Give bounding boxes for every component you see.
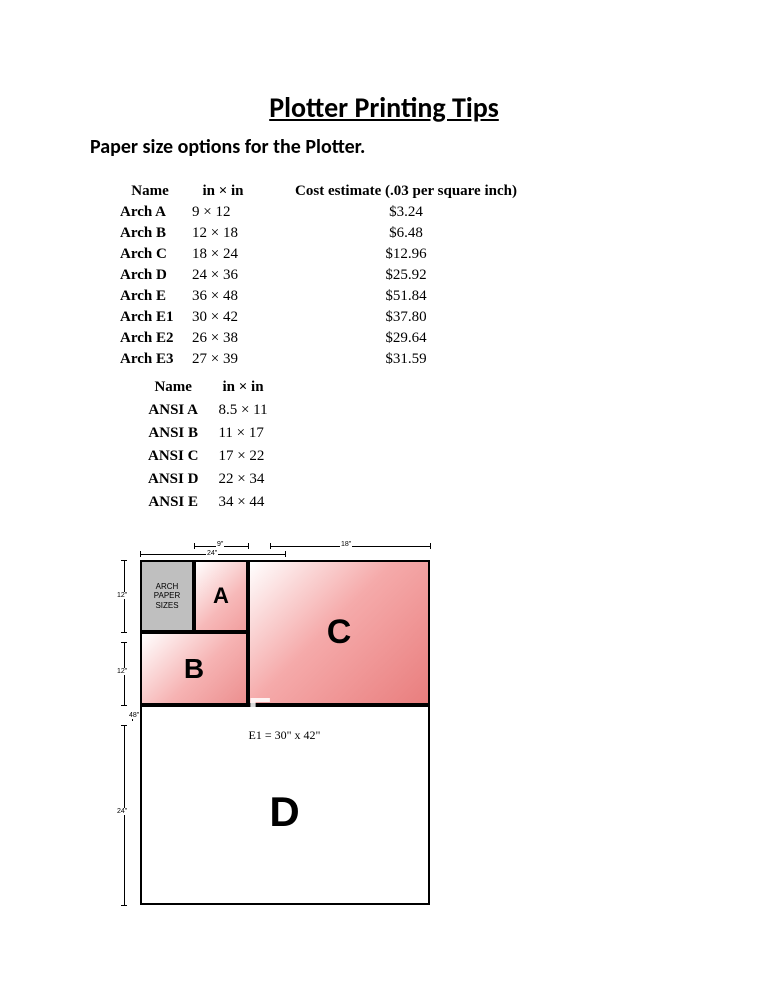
- label-line: ARCH: [156, 582, 179, 591]
- cell-name: ANSI D: [142, 468, 212, 491]
- dim-12in-b: 12": [116, 668, 128, 675]
- cell-dim: 9 × 12: [186, 202, 260, 223]
- cell-dim: 12 × 18: [186, 223, 260, 244]
- cell-name: Arch E: [114, 286, 186, 307]
- cell-name: ANSI E: [142, 491, 212, 514]
- cell-name: ANSI B: [142, 422, 212, 445]
- cell-name: Arch E2: [114, 328, 186, 349]
- col-name: Name: [114, 181, 186, 202]
- label-line: SIZES: [155, 601, 178, 610]
- table-row: ANSI D22 × 34: [142, 468, 282, 491]
- table-row: ANSI B11 × 17: [142, 422, 282, 445]
- table-row: Arch E327 × 39$31.59: [114, 349, 552, 370]
- table-header-row: Name in × in Cost estimate (.03 per squa…: [114, 181, 552, 202]
- table-row: Arch B12 × 18$6.48: [114, 223, 552, 244]
- cell-name: ANSI A: [142, 399, 212, 422]
- col-dim: in × in: [186, 181, 260, 202]
- cell-cost: $25.92: [260, 265, 552, 286]
- box-b: B: [140, 632, 248, 705]
- table-row: ANSI A8.5 × 11: [142, 399, 282, 422]
- dim-12in-a: 12": [116, 592, 128, 599]
- cell-dim: 36 × 48: [186, 286, 260, 307]
- dim-9in: 9": [216, 541, 224, 548]
- cell-name: Arch B: [114, 223, 186, 244]
- d-letter: D: [140, 788, 429, 836]
- cell-dim: 34 × 44: [212, 491, 281, 514]
- table-row: ANSI C17 × 22: [142, 445, 282, 468]
- cell-dim: 17 × 22: [212, 445, 281, 468]
- cell-dim: 27 × 39: [186, 349, 260, 370]
- cell-dim: 22 × 34: [212, 468, 281, 491]
- cell-dim: 24 × 36: [186, 265, 260, 286]
- cell-dim: 26 × 38: [186, 328, 260, 349]
- arch-sizes-diagram: 9" 18" 24" 12" 12" 48": [100, 542, 440, 922]
- cell-name: Arch D: [114, 265, 186, 286]
- col-dim: in × in: [212, 376, 281, 399]
- ansi-sizes-table: Name in × in ANSI A8.5 × 11ANSI B11 × 17…: [142, 376, 282, 514]
- e1-dimension-text: E1 = 30" x 42": [140, 728, 429, 743]
- ruler-left: 12" 12" 48" 24": [102, 560, 138, 905]
- dim-18in: 18": [340, 541, 352, 548]
- table-row: Arch E226 × 38$29.64: [114, 328, 552, 349]
- table-row: Arch C18 × 24$12.96: [114, 244, 552, 265]
- cell-name: ANSI C: [142, 445, 212, 468]
- cell-dim: 18 × 24: [186, 244, 260, 265]
- cell-cost: $31.59: [260, 349, 552, 370]
- table-row: Arch A9 × 12$3.24: [114, 202, 552, 223]
- cell-cost: $37.80: [260, 307, 552, 328]
- cell-name: Arch A: [114, 202, 186, 223]
- dim-24in: 24": [206, 550, 218, 557]
- table-header-row: Name in × in: [142, 376, 282, 399]
- dim-48in: 48": [128, 712, 140, 719]
- table-row: Arch E130 × 42$37.80: [114, 307, 552, 328]
- cell-name: Arch E3: [114, 349, 186, 370]
- box-c: C: [248, 560, 430, 705]
- table-row: Arch E36 × 48$51.84: [114, 286, 552, 307]
- cell-dim: 8.5 × 11: [212, 399, 281, 422]
- cell-name: Arch E1: [114, 307, 186, 328]
- table-row: ANSI E34 × 44: [142, 491, 282, 514]
- box-a: A: [194, 560, 248, 632]
- label-line: PAPER: [154, 591, 181, 600]
- cell-cost: $3.24: [260, 202, 552, 223]
- page-title: Plotter Printing Tips: [90, 90, 678, 125]
- table-row: Arch D24 × 36$25.92: [114, 265, 552, 286]
- box-label: ARCH PAPER SIZES: [140, 560, 194, 632]
- cell-dim: 11 × 17: [212, 422, 281, 445]
- page-subtitle: Paper size options for the Plotter.: [90, 135, 678, 159]
- cell-cost: $12.96: [260, 244, 552, 265]
- cell-cost: $6.48: [260, 223, 552, 244]
- col-name: Name: [142, 376, 212, 399]
- ghost-e-letter: E: [248, 690, 272, 732]
- arch-sizes-table: Name in × in Cost estimate (.03 per squa…: [114, 181, 552, 370]
- dim-24in-left: 24": [116, 808, 128, 815]
- cell-name: Arch C: [114, 244, 186, 265]
- cell-cost: $29.64: [260, 328, 552, 349]
- cell-cost: $51.84: [260, 286, 552, 307]
- cell-dim: 30 × 42: [186, 307, 260, 328]
- col-cost: Cost estimate (.03 per square inch): [260, 181, 552, 202]
